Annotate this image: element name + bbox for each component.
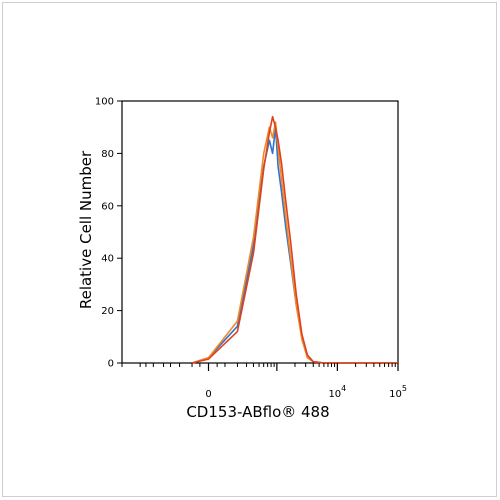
x-axis: 0 104 105: [121, 363, 407, 400]
y-axis-title: Relative Cell Number: [77, 150, 95, 309]
y-tick-label: 0: [108, 359, 114, 370]
x-axis-title: CD153-ABflo® 488: [186, 403, 329, 421]
y-tick-label: 60: [101, 201, 114, 212]
y-tick-label: 80: [101, 149, 114, 160]
y-tick-label: 20: [101, 306, 114, 317]
y-tick-label: 40: [101, 254, 114, 265]
histogram-series-2: [191, 121, 398, 364]
x-tick-label: 105: [389, 384, 407, 400]
y-tick-label: 100: [95, 97, 114, 108]
x-tick-label: 104: [328, 384, 346, 400]
histogram-series-1: [191, 126, 398, 364]
histogram-series-3: [191, 115, 398, 364]
plot-frame: [121, 100, 399, 364]
y-axis: 0 20 40 60 80 100: [95, 97, 122, 370]
x-tick-label: 0: [205, 389, 211, 400]
plot-area: [121, 100, 399, 364]
